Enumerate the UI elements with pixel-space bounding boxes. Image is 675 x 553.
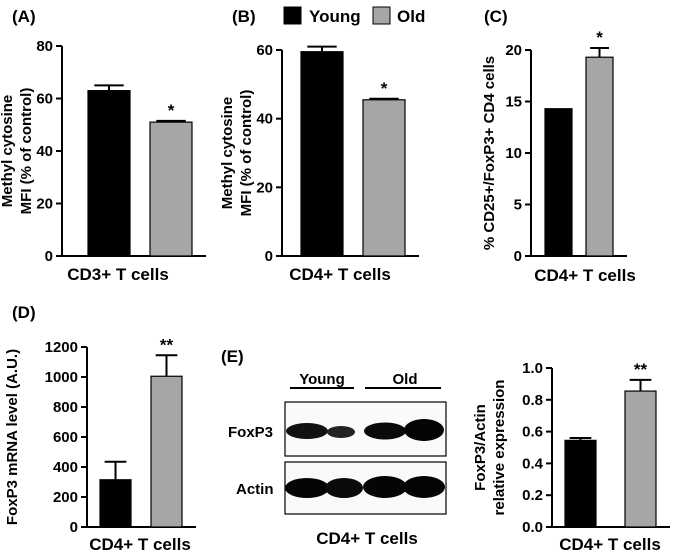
y-tick-label: 0.8 [522,392,543,409]
blot-actin-band [403,476,445,498]
y-tick-label: 0.4 [522,455,544,472]
panel-label: (D) [12,303,36,322]
legend-label-old: Old [397,7,425,26]
y-tick-label: 400 [53,459,78,476]
x-axis-label: CD4+ T cells [559,535,661,553]
y-tick-label: 0.2 [522,487,543,504]
blot-row-label-foxp3: FoxP3 [228,424,273,441]
y-tick-label: 20 [505,42,522,59]
bar-old [585,56,614,257]
y-tick-label: 1000 [45,369,78,386]
bar-old [150,375,183,528]
y-axis-label: % CD25+/FoxP3+ CD4 cells [481,56,498,250]
bar-young [87,90,131,257]
y-tick-label: 40 [36,143,53,160]
panel-label-e: (E) [221,347,244,366]
y-tick-label: 1.0 [522,360,543,377]
x-axis-label: CD3+ T cells [67,265,169,284]
y-axis-label: FoxP3/Actin [472,404,489,491]
y-tick-label: 1200 [45,339,78,356]
y-axis-label: MFI (% of control) [238,90,255,217]
significance-marker: * [596,28,603,47]
blot-xlabel: CD4+ T cells [316,529,418,548]
significance-marker: ** [634,360,648,379]
y-tick-label: 0 [45,248,53,265]
blot-actin-band [363,476,407,498]
blot-group-old: Old [393,371,418,388]
bar-young [99,479,132,528]
bar-old [362,99,406,257]
y-tick-label: 800 [53,399,78,416]
significance-marker: ** [160,335,174,354]
y-axis-label: MFI (% of control) [18,88,35,215]
y-tick-label: 0 [265,248,273,265]
bar-young [544,108,573,257]
y-tick-label: 15 [505,94,522,111]
y-tick-label: 80 [36,38,53,55]
legend-label-young: Young [309,7,361,26]
significance-marker: * [168,101,175,120]
bar-old [624,390,657,528]
bar-young [300,51,344,257]
y-tick-label: 20 [256,179,273,196]
x-axis-label: CD4+ T cells [89,535,191,553]
y-axis-label: Methyl cytosine [219,97,236,210]
y-tick-label: 0 [70,519,78,536]
blot-foxp3-band [327,426,355,438]
chart-3: (C) 0 5 10 15 20 * % CD25+/FoxP3+ CD4 cells CD4+… [481,7,636,285]
y-tick-label: 20 [36,196,53,213]
blot-foxp3-band [286,423,328,439]
blot-group-young: Young [299,371,345,388]
legend-swatch-old [372,6,391,25]
bar-old [149,121,193,257]
panel-label: (A) [12,7,36,26]
blot-row-label-actin: Actin [236,481,274,498]
chart-1: (A) 0 20 40 60 80 * Methyl cytosine MFI (% of co… [0,7,206,284]
y-axis-label: relative expression [491,380,508,516]
y-tick-label: 600 [53,429,78,446]
blot-foxp3-band [404,419,444,441]
y-tick-label: 60 [256,42,273,59]
y-tick-label: 200 [53,489,78,506]
blot-foxp3-band [364,422,406,440]
y-tick-label: 0.0 [522,519,543,536]
blot-actin-band [325,478,363,498]
bar-young [564,439,597,528]
chart-5: 0.0 0.2 0.4 0.6 0.8 1.0 ** FoxP3/Actin relative … [472,360,670,553]
legend-swatch-young [283,6,302,25]
western-blot: (E) Young Old FoxP3 Actin CD4+ T cells [221,347,447,548]
legend: Young Old [283,6,425,26]
chart-2: (B) 0 20 40 60 * Methyl cytosine MFI (% of cont… [219,7,419,284]
y-tick-label: 0 [514,248,522,265]
y-axis-label: FoxP3 mRNA level (A.U.) [4,349,21,525]
chart-4: (D) 0 200 400 600 800 1000 1200 ** FoxP3 mRNA lev… [4,303,196,553]
significance-marker: * [381,79,388,98]
y-tick-label: 40 [256,111,273,128]
y-axis-label: Methyl cytosine [0,95,16,208]
panel-label: (B) [232,7,256,26]
y-tick-label: 60 [36,91,53,108]
panel-label: (C) [484,7,508,26]
y-tick-label: 0.6 [522,424,543,441]
x-axis-label: CD4+ T cells [289,265,391,284]
x-axis-label: CD4+ T cells [534,266,636,285]
y-tick-label: 10 [505,145,522,162]
y-tick-label: 5 [514,197,522,214]
blot-actin-band [285,478,329,498]
